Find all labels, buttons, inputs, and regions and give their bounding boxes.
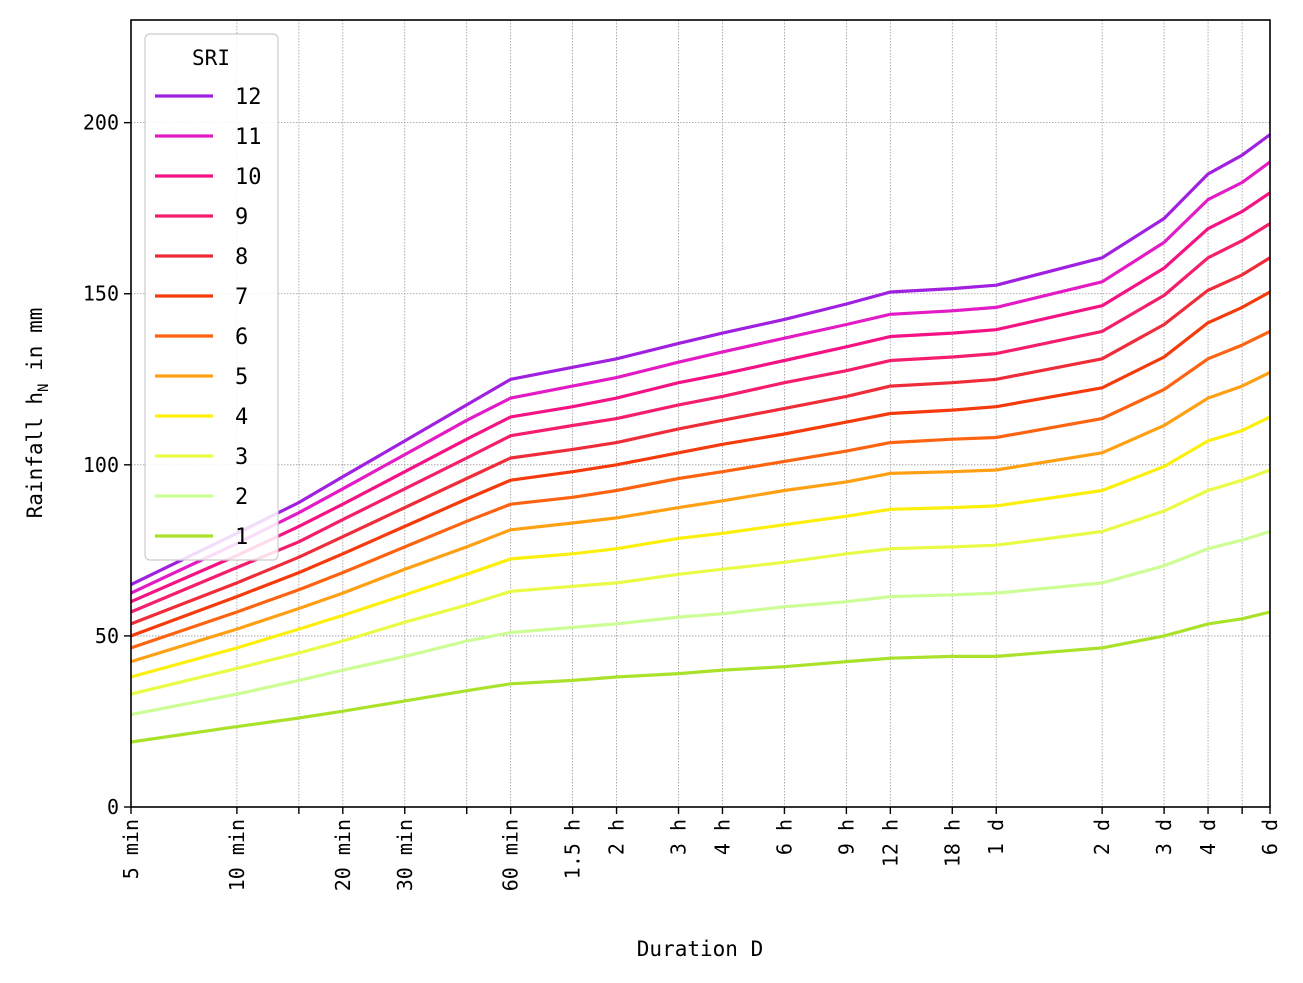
series-line-sri-7 bbox=[130, 290, 1271, 638]
y-axis-label-main: Rainfall h bbox=[23, 392, 47, 518]
x-tick-label: 6 h bbox=[772, 819, 796, 855]
series-line-sri-6 bbox=[130, 329, 1271, 650]
series-line-sri-10 bbox=[130, 191, 1271, 604]
legend-label-sri-1: 1 bbox=[235, 525, 248, 550]
legend-label-sri-12: 12 bbox=[235, 85, 262, 110]
x-tick-label: 20 min bbox=[331, 819, 355, 891]
x-tick-label: 5 min bbox=[119, 819, 143, 879]
x-tick-label: 1 d bbox=[984, 819, 1008, 855]
y-tick-label: 150 bbox=[83, 282, 119, 306]
y-axis-label-unit: in mm bbox=[23, 308, 47, 384]
legend-label-sri-4: 4 bbox=[235, 405, 248, 430]
legend-label-sri-2: 2 bbox=[235, 485, 248, 510]
x-tick-label: 6 d bbox=[1258, 819, 1282, 855]
y-tick-label: 50 bbox=[95, 624, 119, 648]
legend-label-sri-8: 8 bbox=[235, 245, 248, 270]
y-tick-label: 200 bbox=[83, 111, 119, 135]
legend-items: 12 11 10 9 8 7 6 5 4 3 2 1 bbox=[155, 85, 262, 550]
y-axis-label-subscript: N bbox=[36, 383, 52, 391]
axis-ticks: 5 min 10 min 20 min 30 min 60 min 1.5 h 2 h 3 h… bbox=[83, 111, 1282, 892]
plot-frame bbox=[130, 19, 1271, 808]
legend-label-sri-9: 9 bbox=[235, 205, 248, 230]
x-tick-label: 12 h bbox=[878, 819, 902, 867]
legend-label-sri-6: 6 bbox=[235, 325, 248, 350]
y-tick-label: 0 bbox=[107, 795, 119, 819]
legend-label-sri-11: 11 bbox=[235, 125, 262, 150]
series-line-sri-8 bbox=[130, 256, 1271, 626]
x-tick-label: 1.5 h bbox=[561, 819, 585, 879]
series-line-sri-1 bbox=[130, 610, 1271, 744]
legend-label-sri-5: 5 bbox=[235, 365, 248, 390]
x-tick-label: 9 h bbox=[834, 819, 858, 855]
y-tick-label: 100 bbox=[83, 453, 119, 477]
x-tick-label: 2 h bbox=[605, 819, 629, 855]
series-line-sri-2 bbox=[130, 529, 1271, 717]
x-tick-label: 60 min bbox=[499, 819, 523, 891]
x-tick-label: 4 d bbox=[1196, 819, 1220, 855]
x-tick-label: 10 min bbox=[225, 819, 249, 891]
y-axis-label: Rainfall hN in mm bbox=[23, 308, 52, 519]
legend-label-sri-7: 7 bbox=[235, 285, 248, 310]
series-line-sri-9 bbox=[130, 222, 1271, 614]
series-lines bbox=[130, 133, 1271, 744]
series-line-sri-3 bbox=[130, 468, 1271, 696]
legend-label-sri-3: 3 bbox=[235, 445, 248, 470]
legend-label-sri-10: 10 bbox=[235, 165, 262, 190]
legend-title: SRI bbox=[192, 46, 230, 70]
x-tick-label: 2 d bbox=[1090, 819, 1114, 855]
series-line-sri-11 bbox=[130, 160, 1271, 595]
x-tick-label: 3 h bbox=[667, 819, 691, 855]
x-tick-label: 3 d bbox=[1152, 819, 1176, 855]
legend: SRI 12 11 10 9 8 7 6 5 4 3 2 1 bbox=[144, 33, 279, 561]
series-line-sri-5 bbox=[130, 370, 1271, 664]
series-line-sri-12 bbox=[130, 133, 1271, 587]
x-tick-label: 30 min bbox=[393, 819, 417, 891]
x-tick-label: 18 h bbox=[940, 819, 964, 867]
x-axis-label: Duration D bbox=[637, 937, 763, 961]
series-line-sri-4 bbox=[130, 415, 1271, 679]
x-tick-label: 4 h bbox=[711, 819, 735, 855]
